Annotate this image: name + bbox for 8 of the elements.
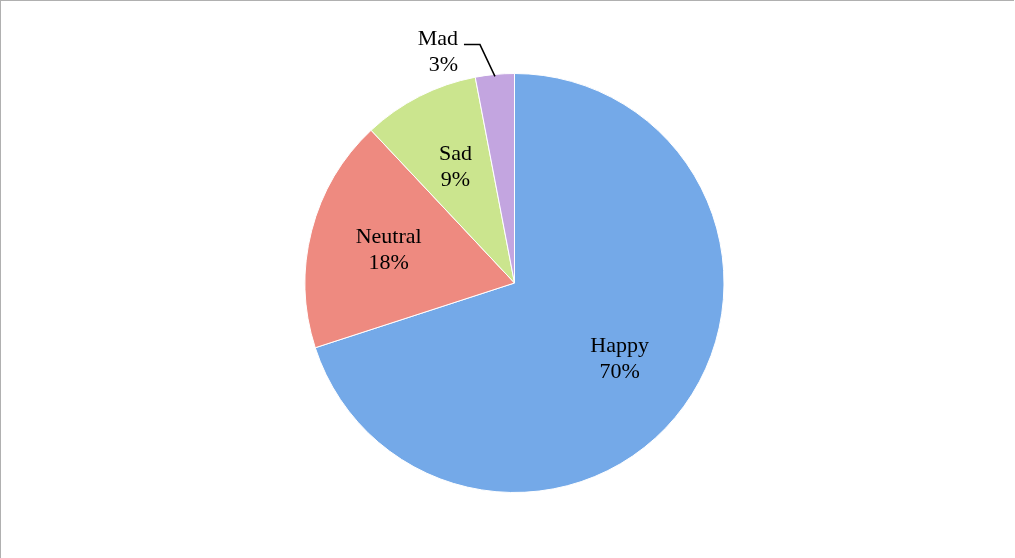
slice-label: Sad	[439, 140, 473, 166]
slice-label: Mad	[417, 25, 458, 51]
data-label: 9%	[440, 166, 471, 192]
data-label: 70%	[599, 358, 640, 384]
data-label: 18%	[368, 249, 409, 275]
slice-label: Happy	[590, 332, 649, 358]
slice-label: Neutral	[355, 223, 422, 249]
data-label: 3%	[428, 51, 458, 77]
